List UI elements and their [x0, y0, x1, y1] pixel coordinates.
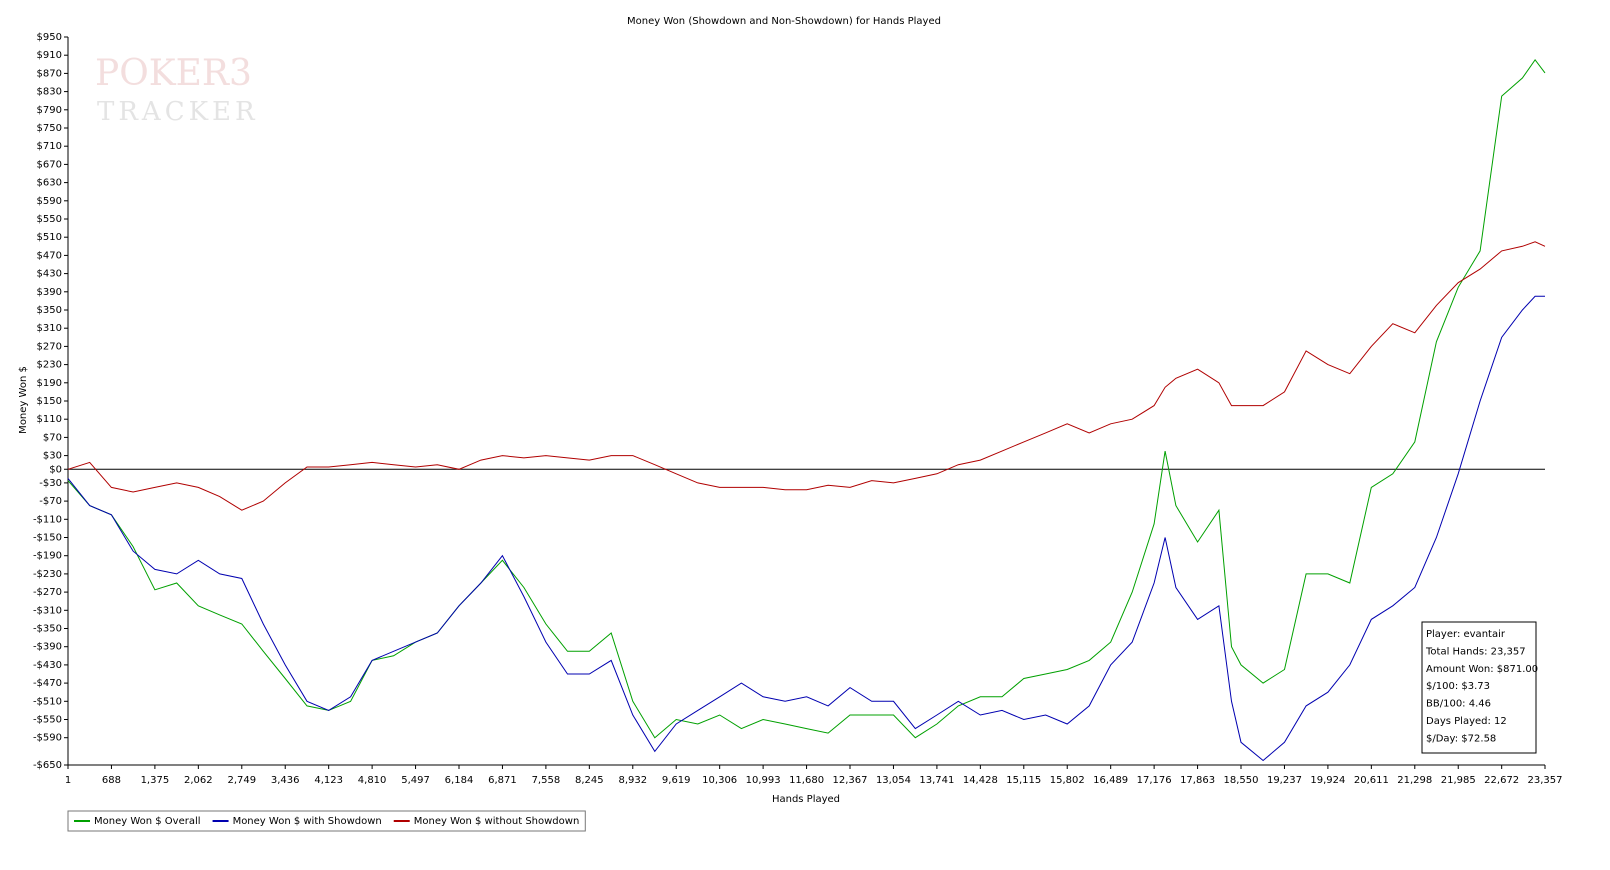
x-tick-label: 6,871: [488, 775, 517, 786]
y-tick-label: -$190: [33, 551, 62, 562]
legend-label: Money Won $ with Showdown: [233, 816, 382, 827]
y-axis-label: Money Won $: [18, 366, 29, 434]
x-tick-label: 19,924: [1310, 775, 1345, 786]
y-tick-label: -$110: [33, 514, 62, 525]
y-tick-label: $670: [37, 159, 62, 170]
y-tick-label: $0: [49, 464, 62, 475]
x-tick-label: 15,115: [1006, 775, 1041, 786]
y-tick-label: $510: [37, 232, 62, 243]
y-tick-label: -$350: [33, 624, 62, 635]
series-line: [67, 241, 1546, 511]
y-tick-label: $870: [37, 68, 62, 79]
x-tick-label: 15,802: [1050, 775, 1085, 786]
x-tick-label: 2,749: [227, 775, 256, 786]
y-tick-label: $470: [37, 250, 62, 261]
x-tick-label: 8,245: [575, 775, 604, 786]
info-text: $/100: $3.73: [1426, 681, 1490, 692]
watermark: TRACKER: [97, 97, 259, 127]
y-tick-label: -$270: [33, 587, 62, 598]
info-text: Days Played: 12: [1426, 716, 1507, 727]
x-tick-label: 9,619: [662, 775, 691, 786]
y-tick-label: $830: [37, 87, 62, 98]
x-tick-label: 4,123: [314, 775, 343, 786]
x-axis-label: Hands Played: [772, 794, 840, 805]
y-tick-label: -$510: [33, 696, 62, 707]
y-tick-label: $910: [37, 50, 62, 61]
y-tick-label: $590: [37, 196, 62, 207]
info-text: Amount Won: $871.00: [1426, 664, 1538, 675]
x-tick-label: 3,436: [271, 775, 300, 786]
info-box-frame: [1421, 621, 1537, 754]
y-tick-label: $110: [37, 414, 62, 425]
x-tick-label: 688: [102, 775, 121, 786]
y-tick-label: $950: [37, 32, 62, 43]
legend: Money Won $ Overall Money Won $ with Show…: [67, 810, 586, 832]
x-tick-label: 12,367: [833, 775, 868, 786]
y-tick-label: $70: [43, 432, 62, 443]
y-tick-label: $190: [37, 378, 62, 389]
x-tick-label: 10,993: [746, 775, 781, 786]
y-tick-label: $350: [37, 305, 62, 316]
x-tick-label: 14,428: [963, 775, 998, 786]
x-tick-label: 23,357: [1528, 775, 1563, 786]
x-tick-label: 2,062: [184, 775, 213, 786]
x-tick-label: 19,237: [1267, 775, 1302, 786]
x-tick-label: 8,932: [618, 775, 647, 786]
y-tick-label: $270: [37, 341, 62, 352]
y-tick-label: $550: [37, 214, 62, 225]
y-tick-label: -$230: [33, 569, 62, 580]
x-tick-label: 21,985: [1441, 775, 1476, 786]
info-text: $/Day: $72.58: [1426, 733, 1496, 744]
x-tick-label: 16,489: [1093, 775, 1128, 786]
y-tick-label: $390: [37, 287, 62, 298]
y-tick-label: $710: [37, 141, 62, 152]
y-tick-label: -$390: [33, 642, 62, 653]
y-tick-label: -$310: [33, 605, 62, 616]
y-tick-label: $750: [37, 123, 62, 134]
legend-label: Money Won $ without Showdown: [414, 816, 580, 827]
legend-label: Money Won $ Overall: [94, 816, 201, 827]
y-tick-label: -$590: [33, 733, 62, 744]
y-tick-label: $430: [37, 269, 62, 280]
legend-frame: [67, 810, 586, 832]
y-tick-label: $30: [43, 451, 62, 462]
x-tick-label: 5,497: [401, 775, 430, 786]
y-tick-label: $630: [37, 178, 62, 189]
y-tick-label: $790: [37, 105, 62, 116]
x-tick-label: 1,375: [141, 775, 170, 786]
y-tick-label: -$650: [33, 760, 62, 771]
y-tick-label: $230: [37, 360, 62, 371]
x-tick-label: 22,672: [1484, 775, 1519, 786]
y-tick-label: $310: [37, 323, 62, 334]
info-box: Player: evantair Total Hands: 23,357 Amoun…: [1421, 621, 1538, 754]
x-tick-label: 6,184: [445, 775, 474, 786]
series-line: [67, 295, 1545, 762]
series-line: [67, 58, 1546, 739]
x-tick-label: 1: [65, 775, 71, 786]
watermark: POKER3: [95, 53, 252, 94]
x-tick-label: 13,054: [876, 775, 911, 786]
info-text: Player: evantair: [1426, 629, 1506, 640]
y-tick-label: -$550: [33, 715, 62, 726]
x-tick-label: 20,611: [1354, 775, 1389, 786]
y-tick-label: $150: [37, 396, 62, 407]
y-tick-label: -$150: [33, 533, 62, 544]
x-tick-label: 10,306: [702, 775, 737, 786]
x-tick-label: 13,741: [919, 775, 954, 786]
y-tick-label: -$30: [39, 478, 62, 489]
info-text: Total Hands: 23,357: [1425, 646, 1526, 657]
x-tick-label: 17,863: [1180, 775, 1215, 786]
x-tick-label: 7,558: [532, 775, 561, 786]
x-tick-label: 11,680: [789, 775, 824, 786]
x-tick-label: 21,298: [1397, 775, 1432, 786]
y-tick-label: -$70: [39, 496, 62, 507]
y-tick-label: -$470: [33, 678, 62, 689]
info-text: BB/100: 4.46: [1426, 699, 1491, 710]
chart-title: Money Won (Showdown and Non-Showdown) fo…: [627, 16, 941, 27]
y-tick-label: -$430: [33, 660, 62, 671]
x-tick-label: 4,810: [358, 775, 387, 786]
x-tick-label: 17,176: [1137, 775, 1172, 786]
x-tick-label: 18,550: [1224, 775, 1259, 786]
